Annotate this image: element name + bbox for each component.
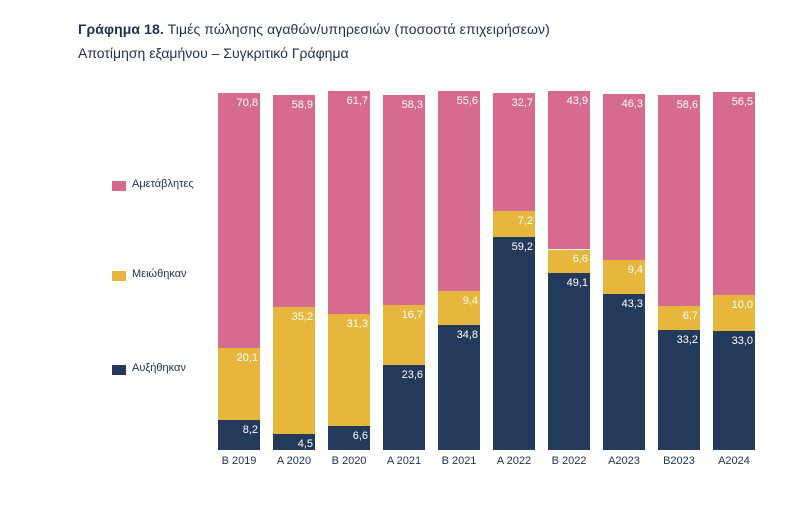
x-axis-label: B 2021 (434, 455, 484, 467)
bar-segment-mei (713, 295, 755, 331)
title-text: Τιμές πώλησης αγαθών/υπηρεσιών (ποσοστά … (164, 21, 550, 37)
chart-page: Γράφημα 18. Τιμές πώλησης αγαθών/υπηρεσι… (0, 0, 804, 515)
bar-segment-mei (383, 305, 425, 365)
x-axis-label: B 2019 (214, 455, 264, 467)
x-axis: B 2019A 2020B 2020A 2021B 2021A 2022B 20… (218, 455, 762, 473)
x-axis-label: A2024 (709, 455, 759, 467)
legend-item-mei: Μειώθηκαν (112, 268, 222, 284)
bar-segment-amet (328, 91, 370, 313)
bar-segment-mei (273, 307, 315, 434)
bar-segment-aux (713, 331, 755, 450)
x-axis-label: B 2022 (544, 455, 594, 467)
legend-item-aux: Αυξήθηκαν (112, 362, 222, 378)
x-axis-label: A 2021 (379, 455, 429, 467)
bar-segment-amet (493, 93, 535, 211)
legend-swatch (112, 365, 126, 375)
bar-segment-aux (438, 325, 480, 450)
bar-segment-aux (328, 426, 370, 450)
bar-segment-mei (548, 250, 590, 274)
x-axis-label: A2023 (599, 455, 649, 467)
bar-segment-amet (383, 95, 425, 305)
legend-label: Μειώθηκαν (132, 268, 187, 280)
x-axis-label: A 2022 (489, 455, 539, 467)
legend-label: Αυξήθηκαν (132, 362, 186, 374)
bar-segment-aux (603, 294, 645, 450)
bar-segment-amet (548, 91, 590, 249)
bar-segment-aux (383, 365, 425, 450)
bar-segment-amet (273, 95, 315, 307)
x-axis-label: B 2020 (324, 455, 374, 467)
legend-swatch (112, 271, 126, 281)
bar-segment-mei (603, 260, 645, 294)
bar-segment-aux (273, 434, 315, 450)
legend-label: Αμετάβλητες (132, 178, 194, 190)
legend-item-amet: Αμετάβλητες (112, 178, 222, 194)
bar-segment-aux (493, 237, 535, 450)
bar-segment-amet (658, 95, 700, 306)
bar-segment-amet (603, 94, 645, 261)
bar-segment-amet (218, 93, 260, 348)
bar-segment-aux (218, 420, 260, 450)
legend: Αμετάβλητες Μειώθηκαν Αυξήθηκαν (112, 0, 212, 515)
legend-swatch (112, 181, 126, 191)
x-axis-label: B2023 (654, 455, 704, 467)
bar-segment-aux (548, 273, 590, 450)
bar-segment-aux (658, 330, 700, 450)
bar-segment-mei (218, 348, 260, 420)
bar-segment-mei (328, 314, 370, 427)
plot-area: 8,220,170,84,535,258,96,631,361,723,616,… (218, 90, 762, 450)
bar-segment-mei (493, 211, 535, 237)
x-axis-label: A 2020 (269, 455, 319, 467)
bar-segment-mei (438, 291, 480, 325)
bar-segment-mei (658, 306, 700, 330)
bar-segment-amet (713, 92, 755, 295)
bar-segment-amet (438, 91, 480, 291)
